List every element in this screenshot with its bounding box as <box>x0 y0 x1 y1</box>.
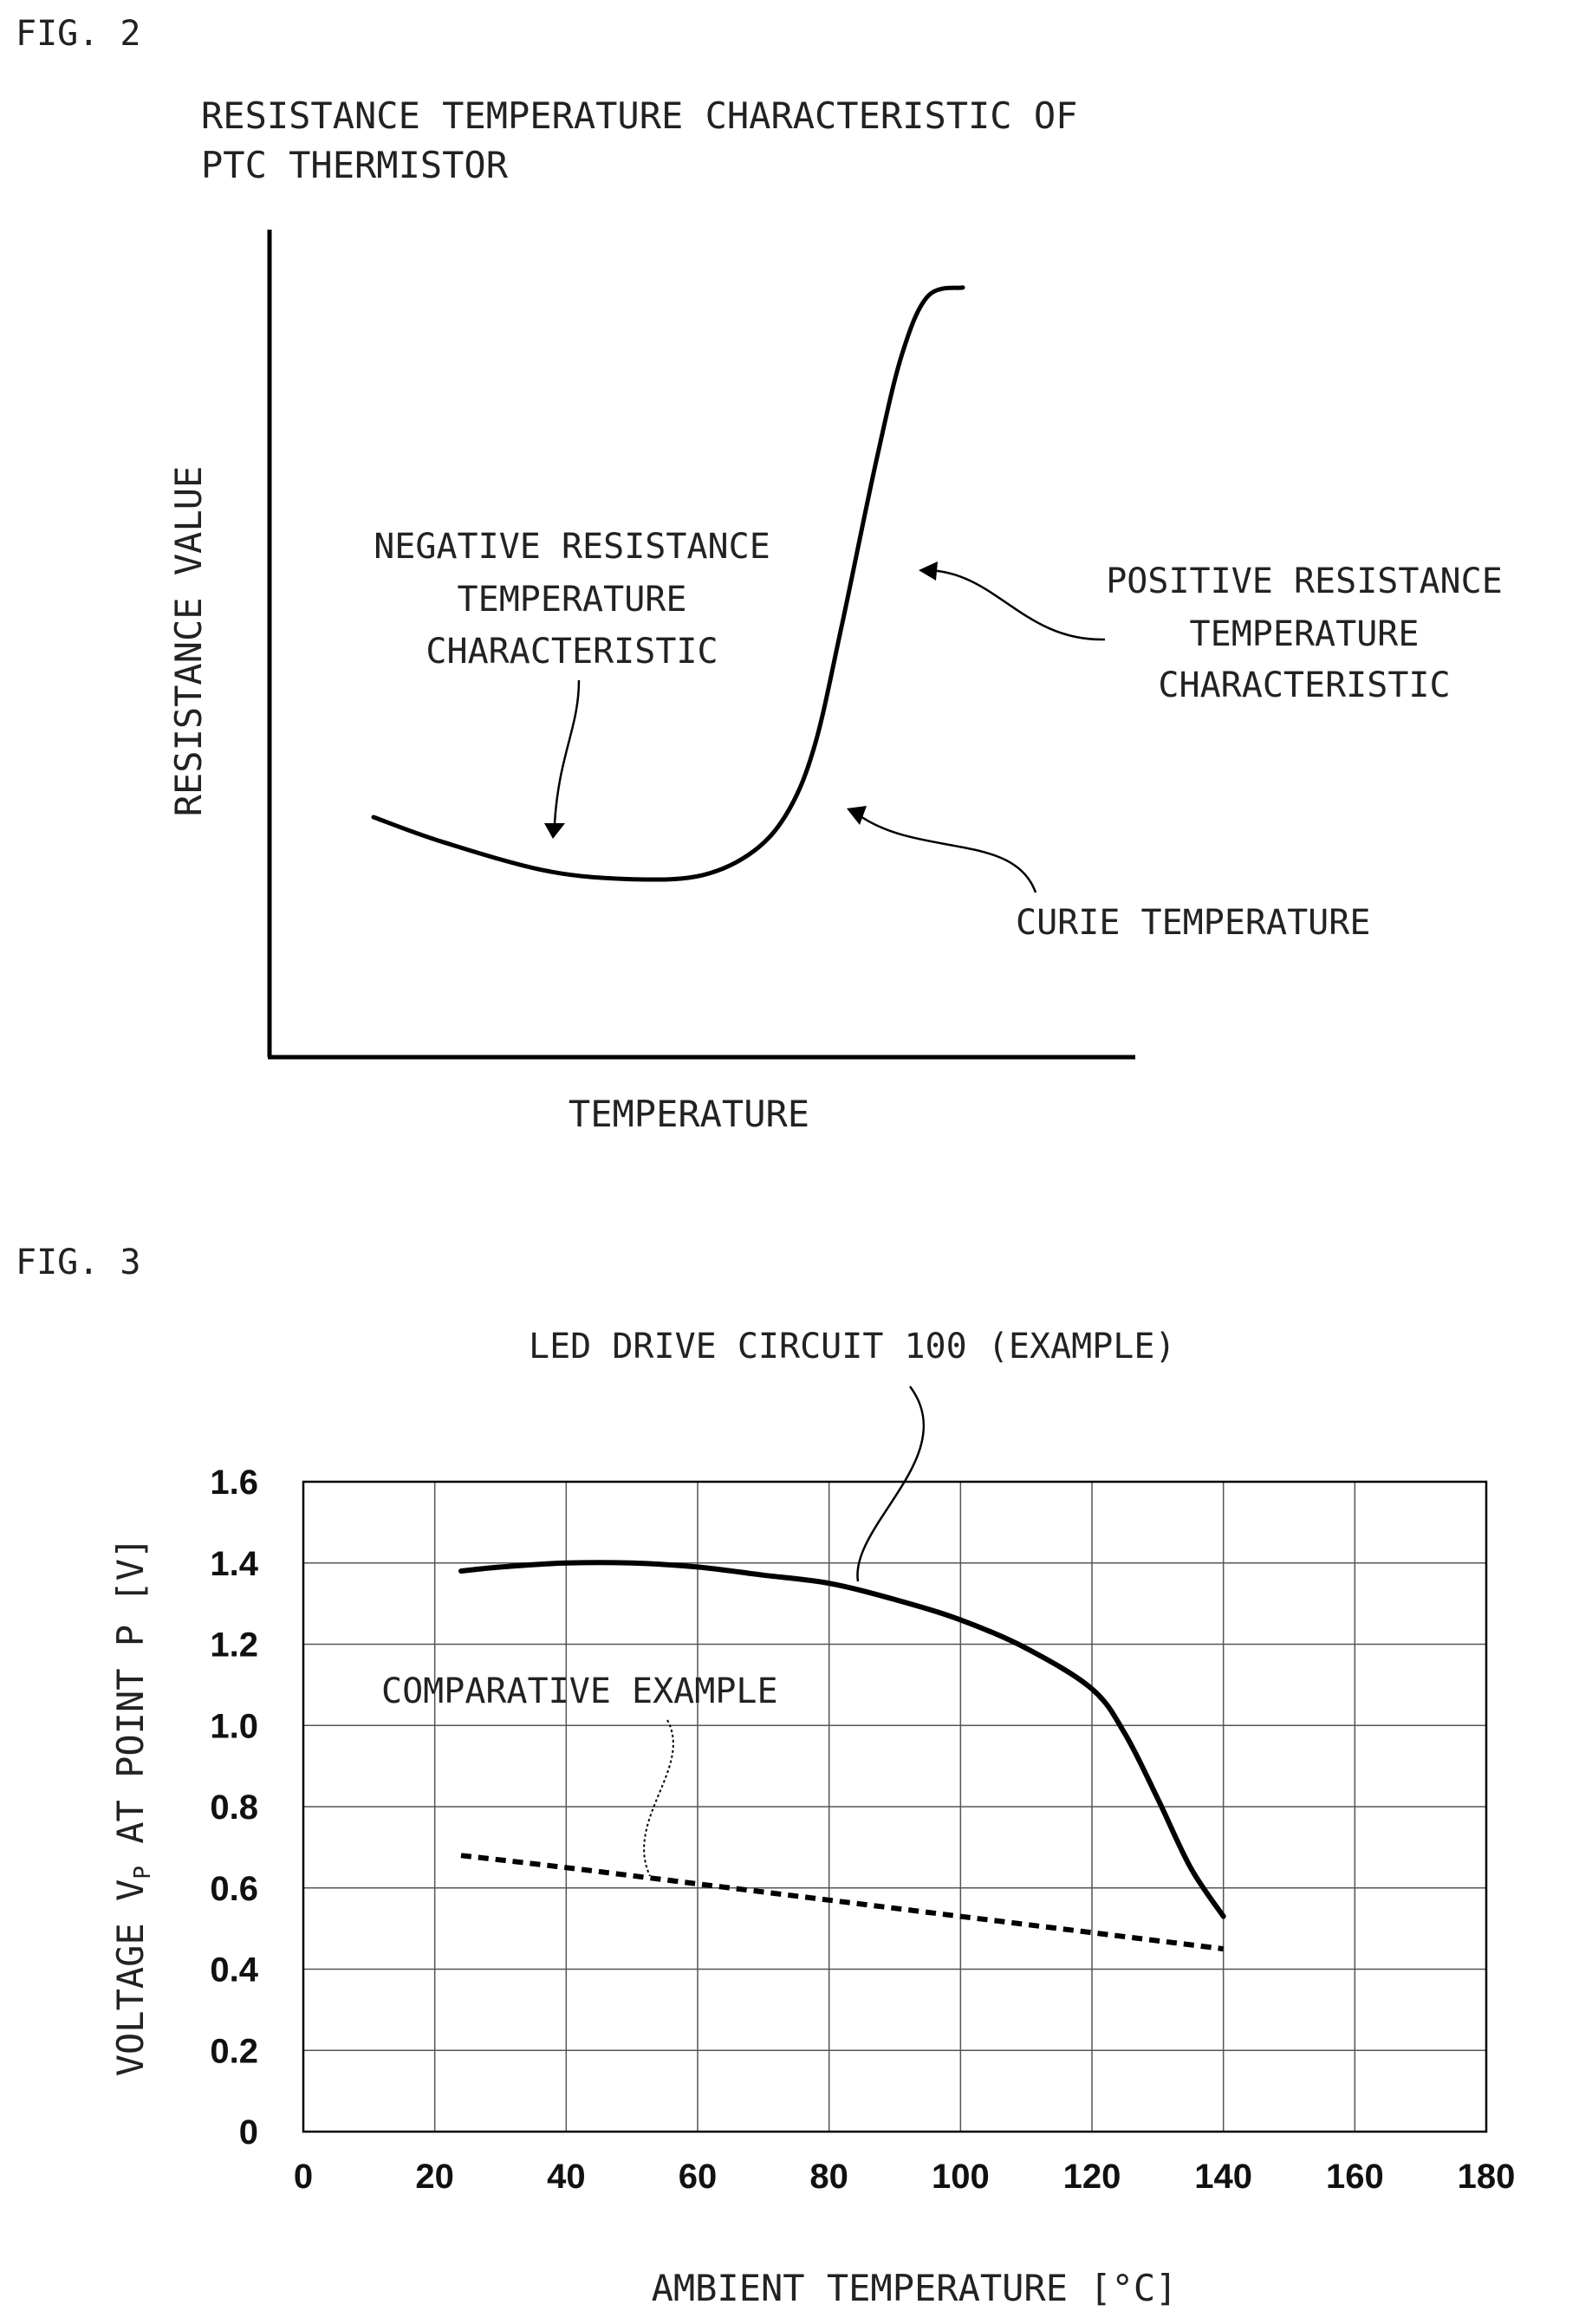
y-tick-label: 1.4 <box>210 1545 258 1583</box>
series-line-comparative <box>460 1853 1225 1952</box>
x-tick-label: 160 <box>1326 2158 1384 2196</box>
x-tick-label: 20 <box>415 2158 454 2196</box>
x-tick-label: 120 <box>1063 2158 1121 2196</box>
y-tick-label: 0.2 <box>210 2032 258 2070</box>
fig3-y-label-suffix: AT POINT P [V] <box>109 1537 152 1866</box>
positive-annotation-line3: CHARACTERISTIC <box>1158 665 1450 705</box>
negative-arrowhead <box>544 823 565 839</box>
negative-annotation-line3: CHARACTERISTIC <box>426 632 718 672</box>
example-leader-line <box>856 1386 925 1582</box>
fig3-tick-labels: 0 20 40 60 80 100 120 140 160 180 0 0.2 0.4 0.6 0.8 1.0… <box>210 1464 1515 2196</box>
comparative-leader-line <box>643 1719 674 1877</box>
negative-leader-line <box>553 679 581 824</box>
fig2-x-axis-label: TEMPERATURE <box>569 1093 809 1135</box>
comparative-annotation: COMPARATIVE EXAMPLE <box>381 1672 778 1711</box>
fig3-y-label-subscript: P <box>130 1866 156 1879</box>
x-tick-label: 80 <box>809 2158 848 2196</box>
fig2-label: FIG. 2 <box>16 14 141 54</box>
example-annotation: LED DRIVE CIRCUIT 100 (EXAMPLE) <box>529 1327 1176 1366</box>
y-tick-label: 0 <box>239 2113 258 2152</box>
x-tick-label: 0 <box>294 2158 313 2196</box>
fig3-grid <box>302 1481 1487 2132</box>
y-tick-label: 0.4 <box>210 1951 258 1990</box>
fig3-y-label-prefix: VOLTAGE V <box>109 1879 152 2077</box>
y-tick-label: 1.0 <box>210 1707 258 1745</box>
fig3-x-axis-label: AMBIENT TEMPERATURE [°C] <box>652 2267 1178 2309</box>
fig2-title-line2: PTC THERMISTOR <box>201 144 509 186</box>
negative-annotation-line2: TEMPERATURE <box>458 580 687 620</box>
x-tick-label: 100 <box>932 2158 990 2196</box>
positive-annotation-line2: TEMPERATURE <box>1190 614 1420 654</box>
fig3-label: FIG. 3 <box>16 1243 141 1282</box>
series-line-example <box>458 1560 1226 1919</box>
fig2-arrowheads <box>544 562 938 839</box>
x-tick-label: 40 <box>547 2158 586 2196</box>
fig3-plot-frame <box>302 1480 1488 2133</box>
fig2-title-line1: RESISTANCE TEMPERATURE CHARACTERISTIC OF <box>201 94 1077 137</box>
x-tick-label: 140 <box>1194 2158 1252 2196</box>
y-tick-label: 0.8 <box>210 1788 258 1827</box>
y-tick-label: 0.6 <box>210 1870 258 1908</box>
fig3-y-axis-label: VOLTAGE VP AT POINT P [V] <box>109 1537 156 2077</box>
curie-arrowhead <box>847 806 867 825</box>
fig3: FIG. 3 0 20 40 60 80 100 120 140 160 180 0 0.2 0.4 0.… <box>16 1243 1515 2309</box>
y-tick-label: 1.2 <box>210 1626 258 1665</box>
y-tick-label: 1.6 <box>210 1464 258 1502</box>
positive-annotation-line1: POSITIVE RESISTANCE <box>1106 562 1503 601</box>
fig2-resistance-curve <box>371 285 965 882</box>
positive-arrowhead <box>919 562 938 581</box>
positive-leader-line <box>926 568 1106 641</box>
negative-annotation-line1: NEGATIVE RESISTANCE <box>374 527 770 567</box>
fig2-leader-lines <box>553 568 1106 893</box>
fig2: FIG. 2 RESISTANCE TEMPERATURE CHARACTERI… <box>16 14 1503 1135</box>
x-tick-label: 180 <box>1458 2158 1516 2196</box>
curie-leader-line <box>857 813 1037 893</box>
curie-annotation: CURIE TEMPERATURE <box>1016 903 1370 943</box>
fig2-y-axis-label: RESISTANCE VALUE <box>167 466 210 817</box>
x-tick-label: 60 <box>679 2158 718 2196</box>
